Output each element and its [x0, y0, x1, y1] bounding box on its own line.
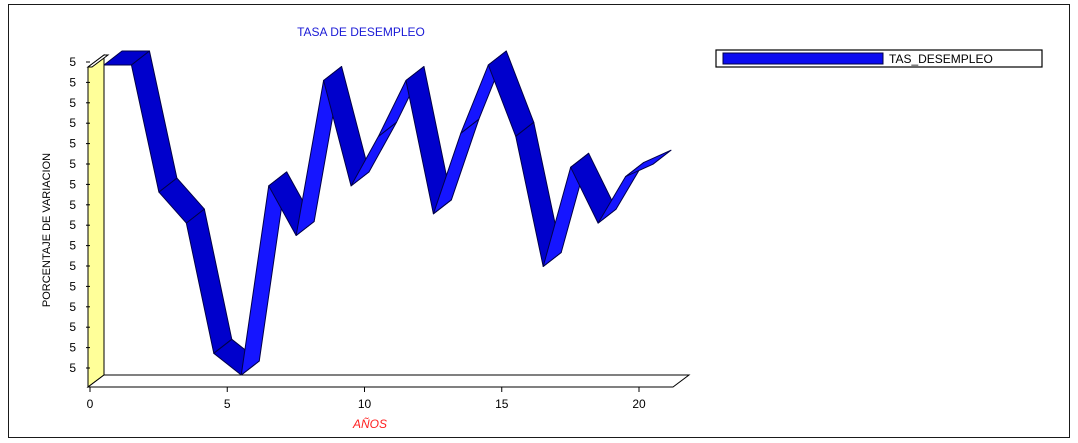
y-axis-label: PORCENTAJE DE VARIACION	[41, 153, 53, 307]
series-segment	[625, 149, 672, 178]
x-tick-label: 5	[224, 397, 231, 411]
plot-area: 5 5 5 5 5 5 5 5 5 5 5 5 5 5 5 5 0 5 10 15 20	[69, 50, 691, 411]
y-tick-label: 5	[69, 341, 76, 355]
y-tick-label: 5	[69, 96, 76, 110]
y-tick-label: 5	[69, 157, 76, 171]
y-tick-label: 5	[69, 279, 76, 293]
legend-swatch	[722, 52, 884, 65]
y-tick-label: 5	[69, 259, 76, 273]
y-tick-label: 5	[69, 177, 76, 191]
y-tick-label: 5	[69, 320, 76, 334]
x-tick-label: 10	[358, 397, 372, 411]
x-axis-floor	[86, 374, 691, 388]
y-tick-label: 5	[69, 55, 76, 69]
series-segment	[487, 50, 535, 137]
x-axis-label: AÑOS	[352, 417, 387, 431]
x-tick-label: 20	[632, 397, 646, 411]
chart-canvas: TASA DE DESEMPLEO PORCENTAJE DE VARIACIO…	[41, 25, 1043, 431]
legend-label: TAS_DESEMPLEO	[889, 52, 993, 66]
y-axis-wall	[87, 54, 105, 388]
wall-top-edge	[86, 54, 110, 68]
x-tick-label: 15	[495, 397, 509, 411]
y-tick-label: 5	[69, 300, 76, 314]
y-tick-label: 5	[69, 137, 76, 151]
y-tick-label: 5	[69, 218, 76, 232]
y-tick-label: 5	[69, 116, 76, 130]
chart-frame: TASA DE DESEMPLEO PORCENTAJE DE VARIACIO…	[8, 4, 1070, 438]
series-segment	[130, 50, 178, 193]
y-tick-label: 5	[69, 361, 76, 375]
chart-title: TASA DE DESEMPLEO	[297, 25, 425, 39]
y-tick-label: 5	[69, 198, 76, 212]
x-tick-label: 0	[87, 397, 94, 411]
series-segment	[185, 208, 233, 354]
y-tick-label: 5	[69, 75, 76, 89]
y-tick-label: 5	[69, 239, 76, 253]
legend: TAS_DESEMPLEO	[715, 49, 1043, 68]
